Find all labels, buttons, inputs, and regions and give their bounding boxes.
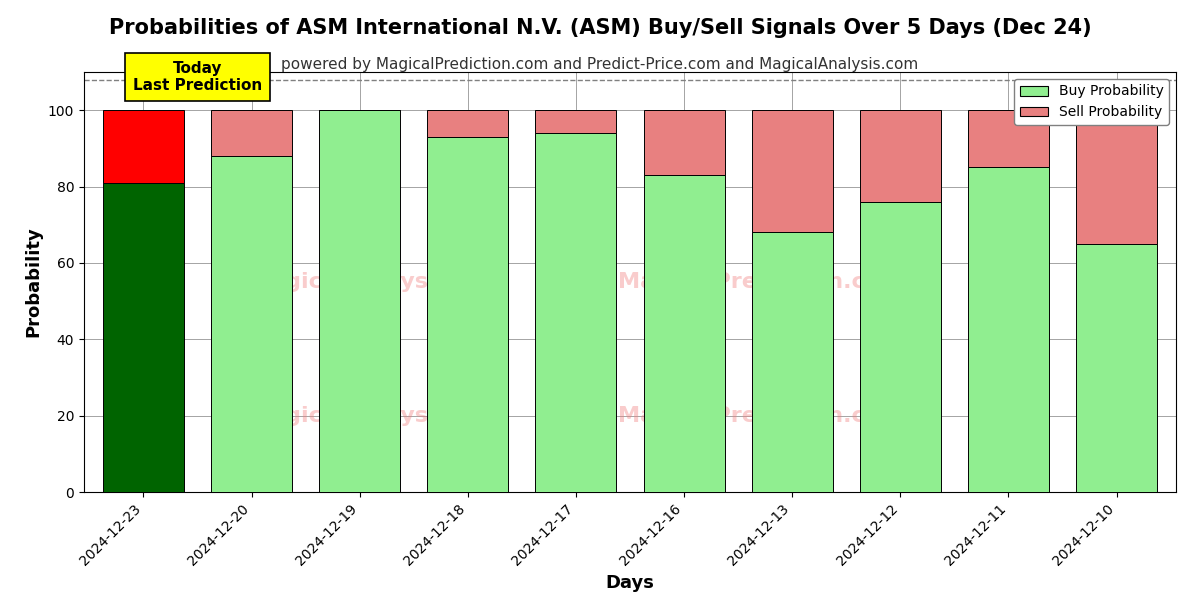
Bar bbox=[751, 232, 833, 492]
Bar bbox=[859, 110, 941, 202]
Text: MagicalAnalysis.com: MagicalAnalysis.com bbox=[248, 272, 510, 292]
Legend: Buy Probability, Sell Probability: Buy Probability, Sell Probability bbox=[1014, 79, 1169, 125]
Bar bbox=[643, 175, 725, 492]
Text: MagicalPrediction.com: MagicalPrediction.com bbox=[618, 406, 904, 427]
Bar bbox=[643, 110, 725, 175]
Y-axis label: Probability: Probability bbox=[24, 227, 42, 337]
Bar bbox=[103, 183, 184, 492]
Text: powered by MagicalPrediction.com and Predict-Price.com and MagicalAnalysis.com: powered by MagicalPrediction.com and Pre… bbox=[281, 57, 919, 72]
Bar bbox=[535, 133, 617, 492]
Text: MagicalAnalysis.com: MagicalAnalysis.com bbox=[248, 406, 510, 427]
Bar bbox=[968, 167, 1049, 492]
Text: Probabilities of ASM International N.V. (ASM) Buy/Sell Signals Over 5 Days (Dec : Probabilities of ASM International N.V. … bbox=[109, 18, 1091, 38]
Bar bbox=[859, 202, 941, 492]
Bar bbox=[427, 137, 509, 492]
Bar bbox=[319, 110, 401, 492]
Bar bbox=[1076, 244, 1157, 492]
Text: Today
Last Prediction: Today Last Prediction bbox=[133, 61, 262, 93]
Text: MagicalPrediction.com: MagicalPrediction.com bbox=[618, 272, 904, 292]
Bar bbox=[751, 110, 833, 232]
Bar bbox=[211, 156, 292, 492]
Bar bbox=[535, 110, 617, 133]
Bar bbox=[103, 110, 184, 183]
X-axis label: Days: Days bbox=[606, 574, 654, 592]
Bar bbox=[968, 110, 1049, 167]
Bar bbox=[1076, 110, 1157, 244]
Bar bbox=[427, 110, 509, 137]
Bar bbox=[211, 110, 292, 156]
